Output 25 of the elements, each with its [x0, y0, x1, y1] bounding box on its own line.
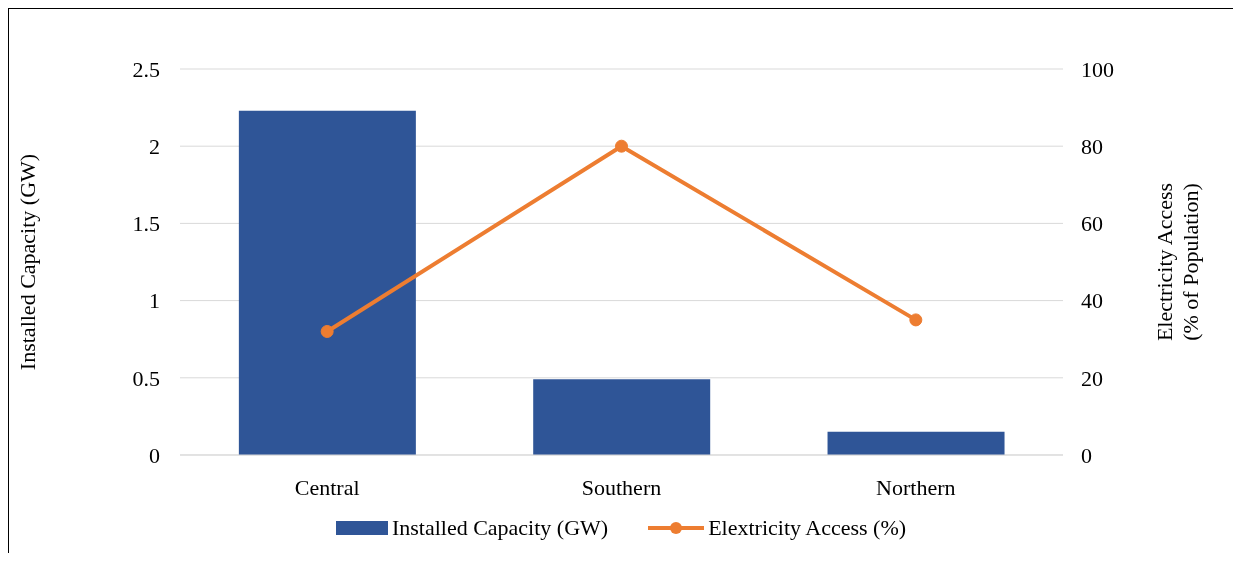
point — [909, 313, 923, 327]
legend-label: Elextricity Access (%) — [708, 515, 907, 541]
y-tick-label: 2 — [149, 134, 160, 160]
bar — [533, 379, 711, 455]
y-axis-title: Installed Capacity (GW) — [15, 153, 40, 371]
y-tick-label: 0 — [149, 442, 160, 468]
y2-axis-title: Electricity Access (% of Population) — [1152, 182, 1203, 342]
bar — [827, 431, 1005, 455]
y-tick-label: 1.5 — [132, 211, 160, 237]
x-tick-label: Southern — [581, 474, 662, 500]
y2-tick-label: 100 — [1081, 56, 1114, 82]
y2-tick-label: 20 — [1081, 365, 1103, 391]
x-tick-label: Central — [294, 474, 360, 500]
y2-tick-label: 0 — [1081, 442, 1092, 468]
legend-label: Installed Capacity (GW) — [391, 515, 609, 541]
bar — [238, 110, 416, 455]
x-tick-label: Northern — [876, 474, 956, 500]
point — [320, 324, 334, 338]
y-tick-label: 1 — [149, 288, 160, 314]
y-tick-label: 0.5 — [132, 365, 160, 391]
y2-tick-label: 60 — [1081, 211, 1103, 237]
y2-tick-label: 80 — [1081, 134, 1103, 160]
point — [615, 139, 628, 153]
y2-tick-label: 40 — [1081, 288, 1103, 314]
y-tick-label: 2.5 — [132, 56, 160, 82]
